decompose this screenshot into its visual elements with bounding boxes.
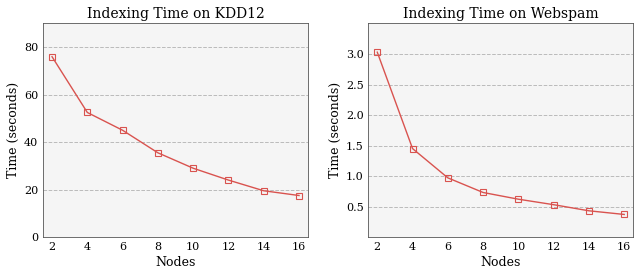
X-axis label: Nodes: Nodes	[156, 256, 196, 269]
X-axis label: Nodes: Nodes	[481, 256, 521, 269]
Title: Indexing Time on Webspam: Indexing Time on Webspam	[403, 7, 598, 21]
Y-axis label: Time (seconds): Time (seconds)	[329, 82, 342, 178]
Y-axis label: Time (seconds): Time (seconds)	[7, 82, 20, 178]
Title: Indexing Time on KDD12: Indexing Time on KDD12	[86, 7, 264, 21]
